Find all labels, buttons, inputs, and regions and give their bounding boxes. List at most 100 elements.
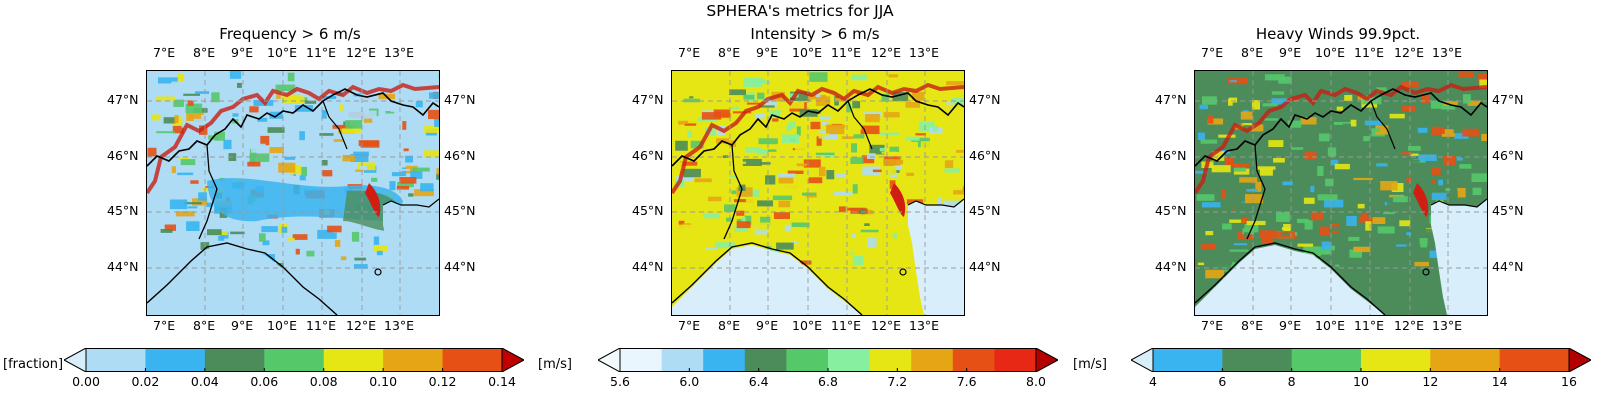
panel-2-lon-label-top: 10°E xyxy=(792,45,822,60)
panel-1-lon-label-bottom: 13°E xyxy=(384,318,414,333)
panel-2-lon-label-bottom: 10°E xyxy=(792,318,822,333)
colorbar-1-tick-label: 0.12 xyxy=(429,374,457,389)
panel-3-lon-label-top: 10°E xyxy=(1315,45,1345,60)
panel-1-lon-label-top: 8°E xyxy=(193,45,215,60)
colorbar-2-segment xyxy=(870,348,912,372)
colorbar-1-segment xyxy=(383,348,443,372)
panel-2-lat-label-left: 46°N xyxy=(632,148,664,163)
panel-1-lat-label-right: 47°N xyxy=(444,92,476,107)
colorbar-1 xyxy=(64,348,524,372)
panel-2-lon-label-top: 13°E xyxy=(909,45,939,60)
colorbar-1-segment xyxy=(264,348,324,372)
panel-3-lat-label-left: 47°N xyxy=(1155,92,1187,107)
colorbar-1-over-triangle xyxy=(502,348,524,372)
panel-1-lon-label-top: 10°E xyxy=(267,45,297,60)
panel-3-lon-label-top: 13°E xyxy=(1432,45,1462,60)
colorbar-2-tick-label: 6.8 xyxy=(818,374,838,389)
figure-title: SPHERA's metrics for JJA xyxy=(0,2,1600,20)
panel-1-lon-label-bottom: 10°E xyxy=(267,318,297,333)
colorbar-1-segment xyxy=(324,348,384,372)
colorbar-2-segment xyxy=(911,348,953,372)
colorbar-2-tick-label: 7.6 xyxy=(957,374,977,389)
colorbar-3-over-triangle xyxy=(1569,348,1591,372)
colorbar-3-under-triangle xyxy=(1131,348,1153,372)
colorbar-2-tick-label: 7.2 xyxy=(887,374,907,389)
colorbar-1-tick-label: 0.06 xyxy=(250,374,278,389)
panel-3-lon-label-bottom: 7°E xyxy=(1201,318,1223,333)
colorbar-3-segment xyxy=(1361,348,1431,372)
panel-3-lon-label-bottom: 12°E xyxy=(1394,318,1424,333)
colorbar-1-tick-label: 0.10 xyxy=(369,374,397,389)
panel-3-lon-label-bottom: 10°E xyxy=(1315,318,1345,333)
panel-1-lon-label-bottom: 8°E xyxy=(193,318,215,333)
colorbar-2-segment xyxy=(662,348,704,372)
colorbar-3-segment xyxy=(1500,348,1570,372)
colorbar-2-segment xyxy=(953,348,995,372)
panel-1-lat-label-left: 47°N xyxy=(107,92,139,107)
colorbar-1-segment xyxy=(205,348,265,372)
panel-1-lat-label-left: 46°N xyxy=(107,148,139,163)
colorbar-2-segment xyxy=(703,348,745,372)
colorbar-2-under-triangle xyxy=(598,348,620,372)
panel-2-lon-label-top: 8°E xyxy=(718,45,740,60)
panel-3-lon-label-top: 9°E xyxy=(1279,45,1301,60)
panel-1-lat-label-right: 45°N xyxy=(444,203,476,218)
colorbar-3-tick-label: 14 xyxy=(1492,374,1508,389)
panel-2-lon-label-bottom: 8°E xyxy=(718,318,740,333)
panel-1-lon-label-bottom: 12°E xyxy=(346,318,376,333)
panel-1-title: Frequency > 6 m/s xyxy=(140,25,440,43)
panel-3-lon-label-bottom: 8°E xyxy=(1241,318,1263,333)
colorbar-1-tick-label: 0.02 xyxy=(132,374,160,389)
panel-2-lat-label-left: 47°N xyxy=(632,92,664,107)
panel-1-lon-label-bottom: 7°E xyxy=(153,318,175,333)
colorbar-3-segment xyxy=(1430,348,1500,372)
colorbar-2-tick-label: 5.6 xyxy=(610,374,630,389)
colorbar-2-segment xyxy=(745,348,787,372)
panel-2-lon-label-bottom: 12°E xyxy=(871,318,901,333)
colorbar-2-segment xyxy=(828,348,870,372)
colorbar-3-tick-label: 4 xyxy=(1149,374,1157,389)
colorbar-3-segment xyxy=(1153,348,1223,372)
map-panel-heavy-winds xyxy=(1194,70,1488,316)
panel-3-lon-label-bottom: 9°E xyxy=(1279,318,1301,333)
colorbar-1-units: [m/s] xyxy=(538,357,572,372)
panel-1-lon-label-top: 13°E xyxy=(384,45,414,60)
colorbar-2-tick-label: 6.0 xyxy=(679,374,699,389)
panel-2-lon-label-bottom: 9°E xyxy=(756,318,778,333)
panel-2-lon-label-top: 11°E xyxy=(831,45,861,60)
panel-3-lon-label-top: 11°E xyxy=(1354,45,1384,60)
colorbar-1-tick-label: 0.08 xyxy=(310,374,338,389)
panel-2-lon-label-top: 12°E xyxy=(871,45,901,60)
panel-1-lat-label-left: 45°N xyxy=(107,203,139,218)
colorbar-2 xyxy=(598,348,1058,372)
colorbar-3-tick-label: 16 xyxy=(1561,374,1577,389)
colorbar-2-segment xyxy=(620,348,662,372)
panel-3-lat-label-right: 47°N xyxy=(1492,92,1524,107)
panel-3-lon-label-top: 8°E xyxy=(1241,45,1263,60)
colorbar-3-tick-label: 6 xyxy=(1218,374,1226,389)
panel-3-lat-label-left: 44°N xyxy=(1155,259,1187,274)
colorbar-2-units: [m/s] xyxy=(1073,357,1107,372)
colorbar-3-tick-label: 8 xyxy=(1288,374,1296,389)
panel-1-lon-label-bottom: 11°E xyxy=(306,318,336,333)
colorbar-1-segment xyxy=(443,348,503,372)
colorbar-1-segment xyxy=(145,348,205,372)
panel-2-lat-label-left: 45°N xyxy=(632,203,664,218)
panel-2-lon-label-bottom: 13°E xyxy=(909,318,939,333)
panel-2-lon-label-top: 9°E xyxy=(756,45,778,60)
colorbar-2-segment xyxy=(994,348,1036,372)
panel-2-lon-label-bottom: 11°E xyxy=(831,318,861,333)
panel-3-lon-label-bottom: 13°E xyxy=(1432,318,1462,333)
panel-1-lon-label-top: 11°E xyxy=(306,45,336,60)
panel-1-lon-label-top: 12°E xyxy=(346,45,376,60)
panel-2-lat-label-right: 45°N xyxy=(969,203,1001,218)
panel-3-lat-label-right: 46°N xyxy=(1492,148,1524,163)
panel-1-lat-label-right: 44°N xyxy=(444,259,476,274)
panel-3-title: Heavy Winds 99.9pct. xyxy=(1188,25,1488,43)
panel-2-lon-label-top: 7°E xyxy=(678,45,700,60)
colorbar-2-tick-label: 8.0 xyxy=(1026,374,1046,389)
colorbar-3-segment xyxy=(1292,348,1362,372)
colorbar-2-over-triangle xyxy=(1036,348,1058,372)
panel-2-lat-label-right: 44°N xyxy=(969,259,1001,274)
panel-3-lon-label-top: 7°E xyxy=(1201,45,1223,60)
